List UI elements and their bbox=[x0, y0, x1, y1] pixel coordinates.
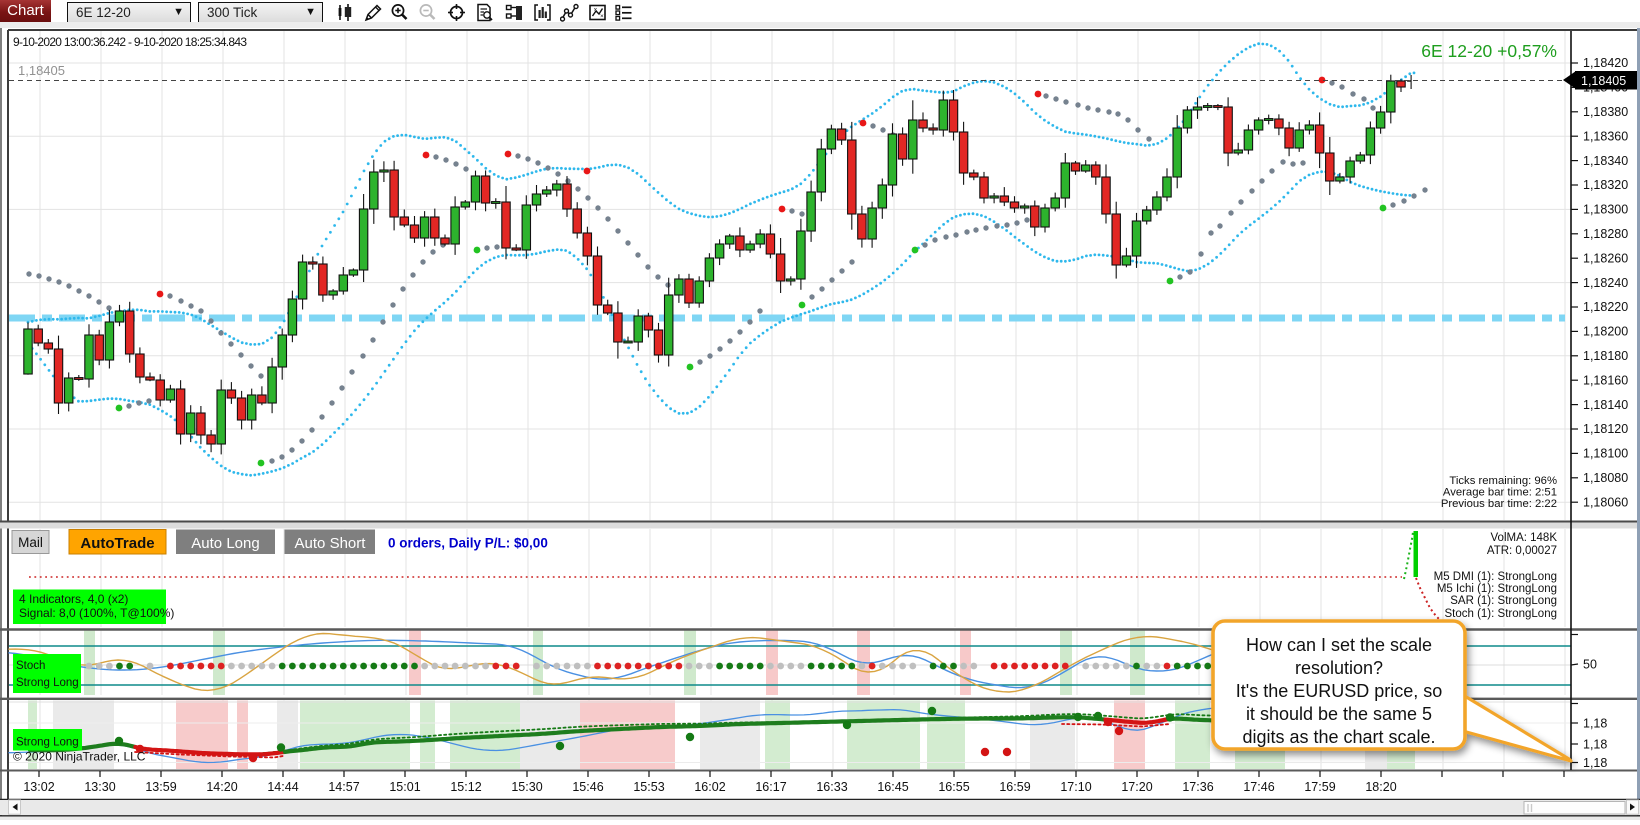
svg-text:How can I set the scale: How can I set the scale bbox=[1246, 635, 1432, 655]
svg-text:16:02: 16:02 bbox=[694, 780, 725, 794]
svg-text:ATR: 0,00027: ATR: 0,00027 bbox=[1487, 545, 1557, 557]
svg-text:4 Indicators, 4,0 (x2): 4 Indicators, 4,0 (x2) bbox=[19, 592, 128, 606]
svg-text:1,18220: 1,18220 bbox=[1583, 300, 1628, 314]
svg-text:0 orders, Daily P/L: $0,00: 0 orders, Daily P/L: $0,00 bbox=[388, 536, 548, 551]
svg-text:16:59: 16:59 bbox=[999, 780, 1030, 794]
svg-text:1,18: 1,18 bbox=[1583, 756, 1607, 770]
svg-text:SAR (1): StrongLong: SAR (1): StrongLong bbox=[1450, 595, 1557, 607]
svg-text:1,18380: 1,18380 bbox=[1583, 105, 1628, 119]
svg-text:17:59: 17:59 bbox=[1304, 780, 1335, 794]
svg-text:1,18200: 1,18200 bbox=[1583, 325, 1628, 339]
svg-text:1,18160: 1,18160 bbox=[1583, 373, 1628, 387]
svg-text:50: 50 bbox=[1583, 658, 1597, 672]
svg-text:VolMA: 148K: VolMA: 148K bbox=[1491, 532, 1558, 544]
svg-text:Auto Long: Auto Long bbox=[191, 535, 259, 552]
svg-text:16:45: 16:45 bbox=[877, 780, 908, 794]
svg-text:6E 12-20 +0,57%: 6E 12-20 +0,57% bbox=[1421, 41, 1557, 61]
svg-text:1,18405: 1,18405 bbox=[18, 63, 65, 78]
svg-text:resolution?: resolution? bbox=[1295, 658, 1383, 678]
svg-text:1,18080: 1,18080 bbox=[1583, 471, 1628, 485]
svg-text:Stoch: Stoch bbox=[16, 660, 45, 672]
svg-text:1,18060: 1,18060 bbox=[1583, 495, 1628, 509]
svg-text:1,18300: 1,18300 bbox=[1583, 203, 1628, 217]
svg-text:16:55: 16:55 bbox=[938, 780, 969, 794]
svg-text:1,18340: 1,18340 bbox=[1583, 154, 1628, 168]
svg-text:1,18180: 1,18180 bbox=[1583, 349, 1628, 363]
svg-text:it should be the same 5: it should be the same 5 bbox=[1246, 704, 1432, 724]
svg-text:16:33: 16:33 bbox=[816, 780, 847, 794]
svg-text:18:20: 18:20 bbox=[1365, 780, 1396, 794]
svg-text:Auto Short: Auto Short bbox=[295, 535, 367, 552]
svg-text:digits as the chart scale.: digits as the chart scale. bbox=[1242, 727, 1435, 747]
svg-text:1,18: 1,18 bbox=[1583, 717, 1607, 731]
svg-text:14:20: 14:20 bbox=[206, 780, 237, 794]
svg-text:1,18: 1,18 bbox=[1583, 738, 1607, 752]
svg-text:16:17: 16:17 bbox=[755, 780, 786, 794]
svg-text:×: × bbox=[594, 7, 598, 14]
svg-text:1,18360: 1,18360 bbox=[1583, 129, 1628, 143]
svg-text:© 2020 NinjaTrader, LLC: © 2020 NinjaTrader, LLC bbox=[13, 750, 146, 764]
svg-text:1,18280: 1,18280 bbox=[1583, 227, 1628, 241]
svg-text:17:20: 17:20 bbox=[1121, 780, 1152, 794]
svg-text:1,18100: 1,18100 bbox=[1583, 447, 1628, 461]
svg-text:9-10-2020 13:00:36.242 - 9-10-: 9-10-2020 13:00:36.242 - 9-10-2020 18:25… bbox=[13, 35, 247, 49]
svg-text:17:10: 17:10 bbox=[1060, 780, 1091, 794]
svg-text:1,18405: 1,18405 bbox=[1581, 74, 1626, 88]
svg-text:1,18320: 1,18320 bbox=[1583, 178, 1628, 192]
svg-text:Average bar time: 2:51: Average bar time: 2:51 bbox=[1443, 487, 1557, 499]
svg-text:15:53: 15:53 bbox=[633, 780, 664, 794]
svg-text:Stoch (1): StrongLong: Stoch (1): StrongLong bbox=[1444, 608, 1557, 620]
svg-text:15:01: 15:01 bbox=[389, 780, 420, 794]
svg-text:15:12: 15:12 bbox=[450, 780, 481, 794]
svg-text:AutoTrade: AutoTrade bbox=[80, 535, 154, 552]
svg-text:Mail: Mail bbox=[18, 535, 43, 550]
svg-text:Signal: 8,0 (100%, T@100%): Signal: 8,0 (100%, T@100%) bbox=[19, 606, 174, 620]
svg-text:13:30: 13:30 bbox=[84, 780, 115, 794]
svg-text:13:59: 13:59 bbox=[145, 780, 176, 794]
svg-text:15:46: 15:46 bbox=[572, 780, 603, 794]
svg-text:14:57: 14:57 bbox=[328, 780, 359, 794]
svg-text:1,18240: 1,18240 bbox=[1583, 276, 1628, 290]
svg-text:×: × bbox=[600, 13, 604, 20]
svg-text:1,18260: 1,18260 bbox=[1583, 251, 1628, 265]
svg-text:15:30: 15:30 bbox=[511, 780, 542, 794]
svg-text:13:02: 13:02 bbox=[23, 780, 54, 794]
svg-text:Previous bar time: 2:22: Previous bar time: 2:22 bbox=[1441, 498, 1557, 510]
svg-text:1,18140: 1,18140 bbox=[1583, 398, 1628, 412]
svg-text:Strong Long: Strong Long bbox=[16, 677, 79, 689]
svg-text:17:46: 17:46 bbox=[1243, 780, 1274, 794]
svg-text:It's the EURUSD price, so: It's the EURUSD price, so bbox=[1236, 681, 1443, 701]
svg-text:1,18420: 1,18420 bbox=[1583, 56, 1628, 70]
svg-text:Ticks remaining: 96%: Ticks remaining: 96% bbox=[1449, 475, 1557, 487]
svg-text:14:44: 14:44 bbox=[267, 780, 298, 794]
svg-text:M5 Ichi (1): StrongLong: M5 Ichi (1): StrongLong bbox=[1437, 583, 1557, 595]
svg-text:M5 DMI (1): StrongLong: M5 DMI (1): StrongLong bbox=[1434, 571, 1557, 583]
svg-text:1,18120: 1,18120 bbox=[1583, 422, 1628, 436]
svg-text:17:36: 17:36 bbox=[1182, 780, 1213, 794]
svg-text:Strong Long: Strong Long bbox=[16, 737, 79, 749]
